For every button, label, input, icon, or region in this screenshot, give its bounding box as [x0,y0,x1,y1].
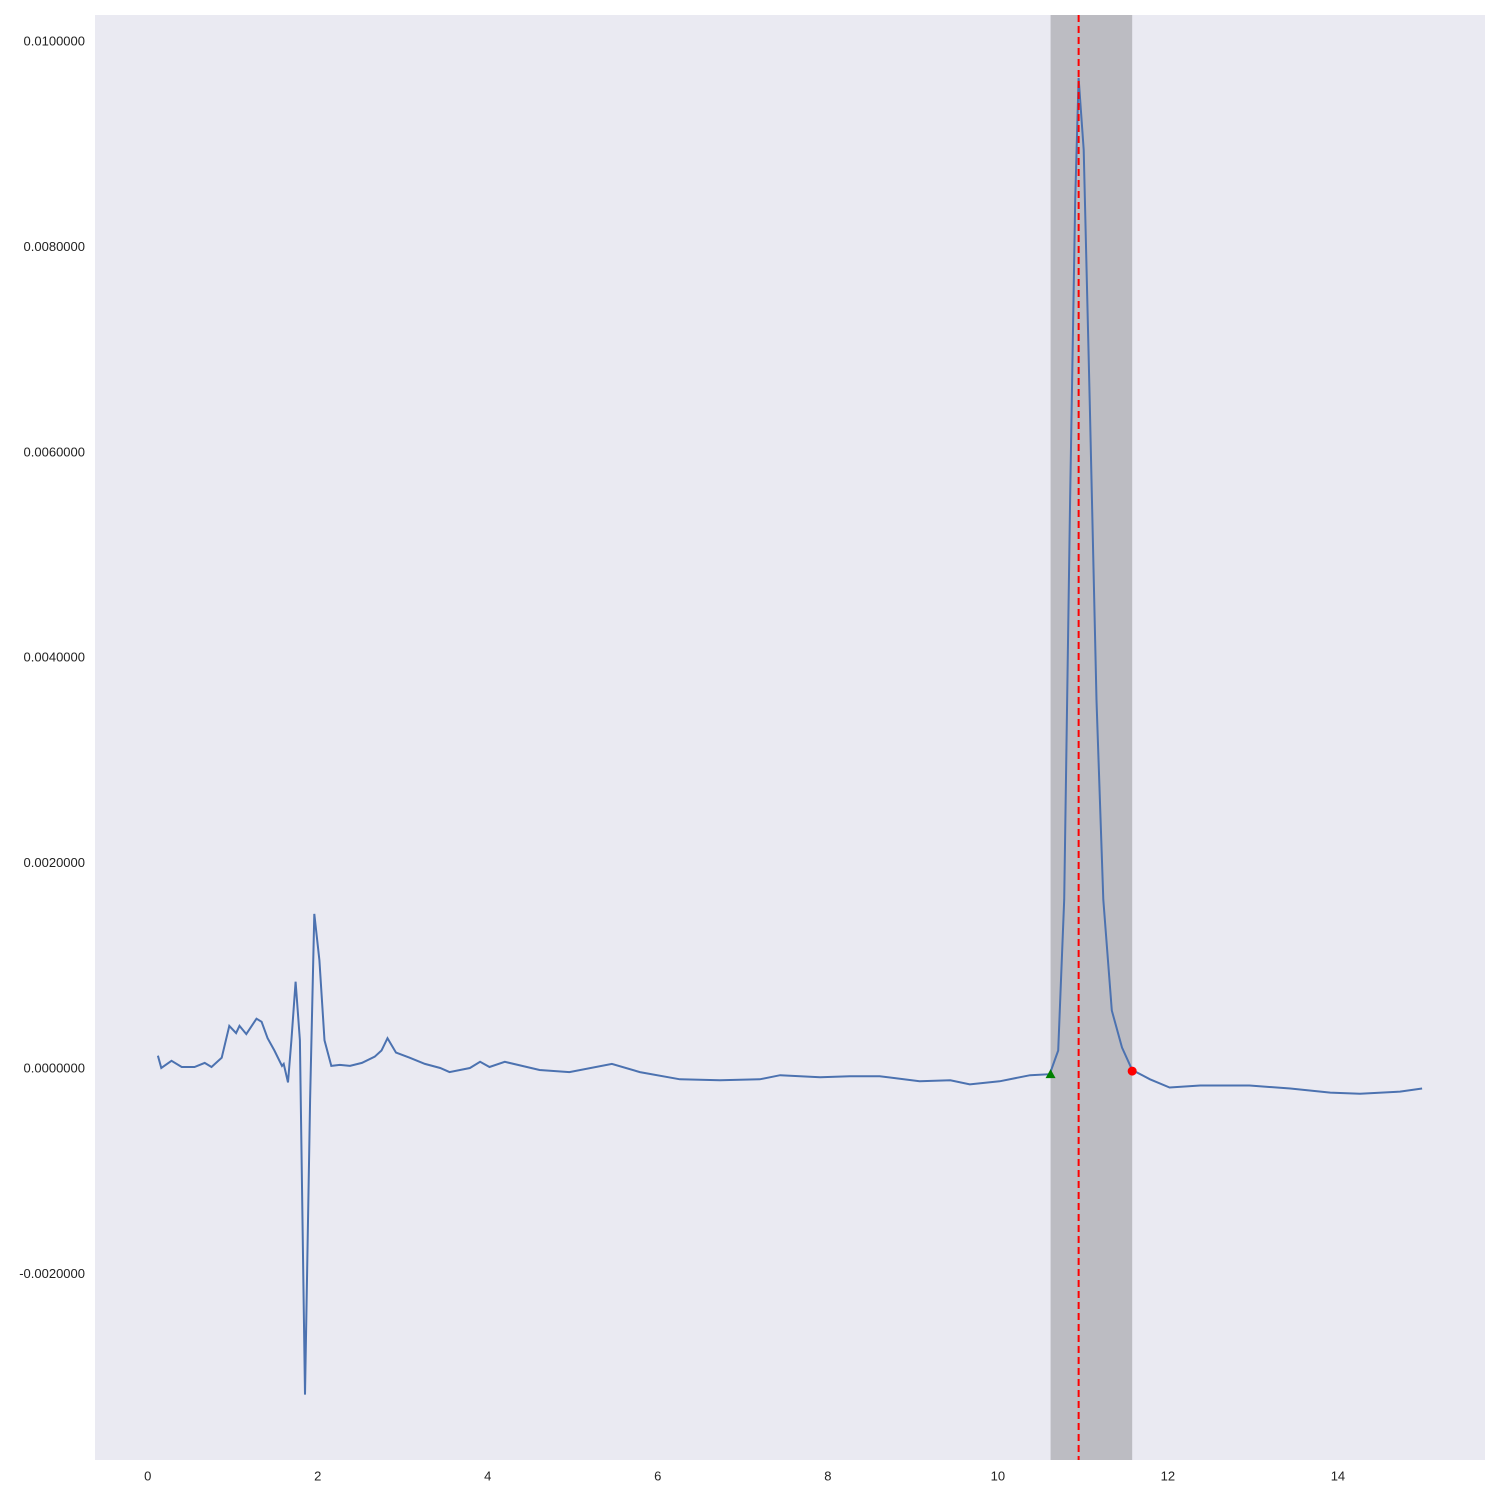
x-tick-label: 6 [654,1468,661,1483]
shaded-span [1050,15,1133,1460]
y-tick-label: 0.0000000 [24,1060,85,1075]
x-tick-label: 4 [484,1468,491,1483]
y-tick-label: 0.0040000 [24,650,85,665]
y-tick-label: 0.0060000 [24,444,85,459]
x-tick-label: 2 [314,1468,321,1483]
x-tick-label: 8 [824,1468,831,1483]
plot-area [95,15,1485,1460]
y-tick-label: 0.0100000 [24,33,85,48]
x-tick-label: 10 [991,1468,1005,1483]
x-tick-label: 14 [1331,1468,1345,1483]
x-tick-label: 12 [1161,1468,1175,1483]
y-tick-label: 0.0020000 [24,855,85,870]
y-tick-label: 0.0080000 [24,239,85,254]
end-marker [1127,1066,1137,1076]
start-marker [1045,1069,1056,1079]
y-tick-label: -0.0020000 [19,1266,85,1281]
x-tick-label: 0 [144,1468,151,1483]
data-line [156,77,1423,1395]
